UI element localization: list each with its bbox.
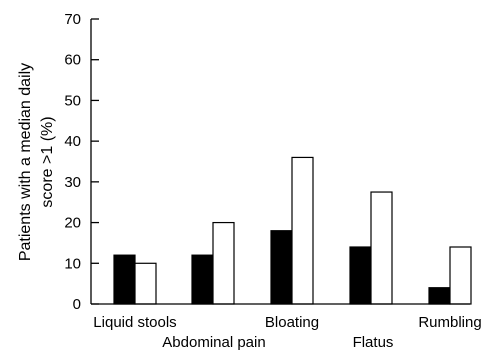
category-label: Abdominal pain [162, 334, 265, 351]
y-axis-label: Patients with a median daily score >1 (%… [17, 63, 56, 261]
y-axis-label-line2: score >1 (%) [39, 116, 56, 207]
y-tick-label: 50 [64, 92, 81, 109]
category-label: Bloating [265, 314, 319, 331]
y-axis: 0 10 20 30 40 50 60 70 [64, 11, 99, 313]
bar [291, 156, 314, 305]
y-tick-label: 40 [64, 133, 81, 150]
category-label: Rumbling [418, 314, 481, 331]
bar [270, 230, 293, 305]
category-label: Flatus [353, 334, 394, 351]
y-tick-label: 70 [64, 11, 81, 28]
bar [349, 246, 372, 305]
bar [428, 287, 451, 305]
bar [113, 254, 136, 305]
y-axis-label-line1: Patients with a median daily [17, 63, 34, 261]
y-tick-label: 20 [64, 215, 81, 232]
bar [212, 221, 235, 305]
category-label: Liquid stools [93, 314, 176, 331]
y-tick-label: 0 [73, 296, 81, 313]
bar [191, 254, 214, 305]
bars [113, 156, 472, 305]
y-tick-label: 60 [64, 52, 81, 69]
bar [449, 246, 472, 305]
y-tick-label: 10 [64, 255, 81, 272]
bar [370, 191, 393, 305]
bar [134, 262, 157, 305]
y-tick-label: 30 [64, 174, 81, 191]
